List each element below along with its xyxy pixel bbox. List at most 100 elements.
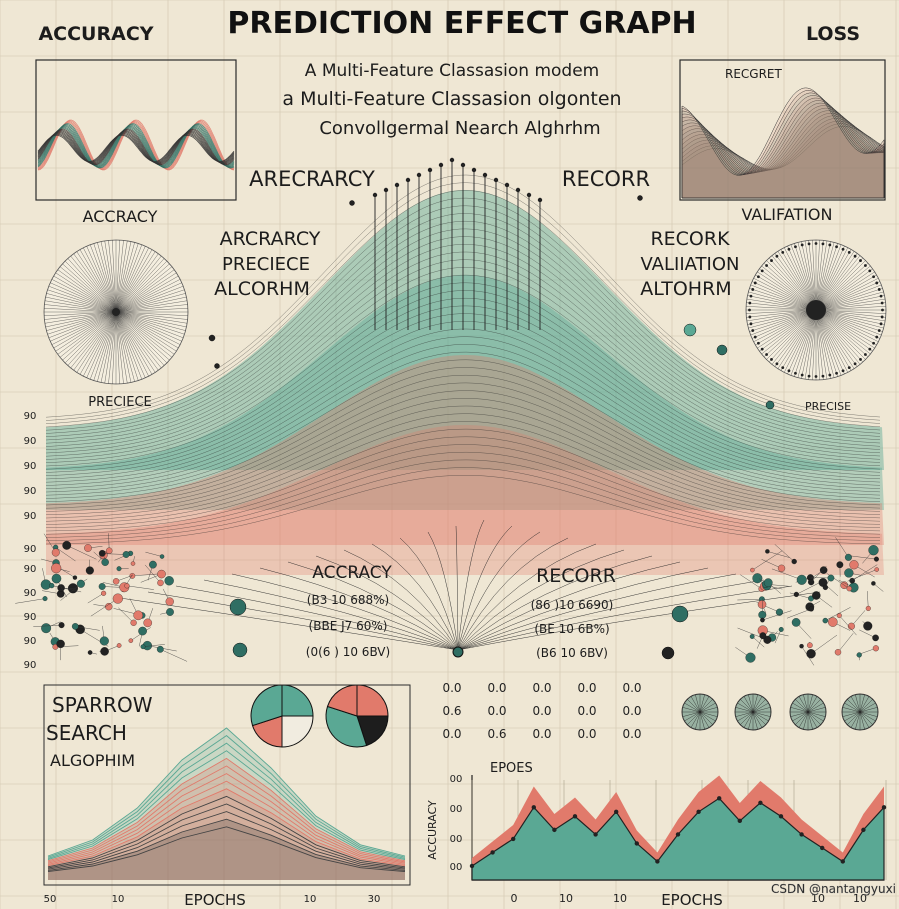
burst-ray bbox=[757, 309, 817, 349]
scatter-dot bbox=[99, 636, 109, 646]
burst-dot bbox=[781, 366, 785, 369]
mini-ray bbox=[842, 711, 861, 717]
table-cell: 0.0 bbox=[532, 704, 551, 718]
burst-dot bbox=[880, 315, 884, 319]
loose-dot bbox=[661, 646, 675, 660]
scatter-link bbox=[810, 565, 827, 583]
burst-ray bbox=[815, 309, 820, 380]
burst-ray bbox=[777, 251, 817, 311]
burst-ray bbox=[815, 274, 877, 311]
x-tick-label: 10 bbox=[304, 894, 317, 905]
scatter-dot bbox=[819, 566, 828, 574]
scatter-dot bbox=[128, 638, 134, 643]
mini-ray bbox=[752, 702, 769, 713]
burst-dot bbox=[765, 353, 768, 356]
scatter-dot bbox=[847, 622, 855, 630]
burst-ray bbox=[48, 286, 117, 313]
burst-ray bbox=[755, 274, 817, 311]
burst-ray bbox=[815, 309, 884, 329]
y-tick-label: 90 bbox=[24, 411, 37, 422]
burst-dot bbox=[821, 242, 825, 246]
burst-ray bbox=[748, 309, 817, 329]
br-point bbox=[469, 863, 475, 869]
burst-ray bbox=[50, 311, 117, 342]
burst-dot bbox=[835, 245, 838, 249]
mini-ray bbox=[695, 694, 701, 713]
loose-dot bbox=[683, 323, 697, 337]
burst-dot bbox=[757, 275, 760, 279]
mini-ray bbox=[748, 694, 754, 713]
mini-ray bbox=[790, 711, 809, 717]
x-tick-label: 10 bbox=[112, 894, 125, 905]
burst-ray bbox=[83, 311, 117, 377]
converge-line bbox=[343, 549, 459, 651]
burst-dot bbox=[835, 371, 838, 375]
burst-ray bbox=[763, 263, 817, 311]
br-point bbox=[778, 814, 784, 819]
loose-dot bbox=[349, 200, 355, 206]
mini-ray bbox=[859, 711, 876, 722]
burst-ray bbox=[815, 260, 866, 311]
burst-ray bbox=[115, 251, 156, 313]
wave-line bbox=[37, 122, 235, 169]
burst-ray bbox=[815, 309, 873, 352]
left-header-label: ACCURACY bbox=[38, 23, 153, 45]
scatter-link bbox=[142, 644, 165, 647]
burst-ray bbox=[45, 296, 117, 313]
burst-ray bbox=[62, 263, 117, 313]
br-point bbox=[840, 859, 845, 864]
burst-dot bbox=[880, 301, 884, 305]
burst-dot bbox=[853, 254, 857, 258]
burst-ray bbox=[44, 300, 117, 313]
table-cell: 0.0 bbox=[577, 727, 596, 741]
pie-slice bbox=[325, 705, 368, 748]
x-tick-label: 50 bbox=[44, 894, 57, 905]
burst-ray bbox=[750, 309, 817, 336]
wave-line bbox=[37, 133, 235, 163]
scatter-dot bbox=[849, 560, 859, 570]
burst-ray bbox=[115, 289, 185, 313]
mini-ray bbox=[695, 711, 701, 730]
burst-ray bbox=[815, 309, 835, 378]
wave-line bbox=[37, 133, 235, 163]
stem-dot bbox=[460, 162, 466, 168]
bl-line bbox=[47, 780, 406, 865]
burst-ray bbox=[750, 284, 817, 311]
burst-ray bbox=[115, 311, 139, 381]
bell-band bbox=[46, 425, 884, 575]
burst-ray bbox=[815, 268, 873, 311]
bell-line bbox=[45, 413, 881, 519]
scatter-dot bbox=[157, 579, 164, 587]
right-header-label: LOSS bbox=[806, 23, 860, 45]
burst-ray bbox=[804, 240, 817, 311]
loose-dot bbox=[716, 344, 728, 356]
scatter-link bbox=[87, 593, 104, 604]
mini-ray bbox=[682, 707, 701, 713]
burst-dot bbox=[748, 315, 752, 319]
bell-line bbox=[45, 351, 881, 493]
converge-line bbox=[231, 573, 459, 651]
br-area-main bbox=[471, 797, 885, 881]
wave-line bbox=[37, 131, 235, 164]
burst-ray bbox=[808, 309, 817, 380]
mini-ray bbox=[807, 711, 821, 725]
scatter-dot bbox=[799, 644, 804, 649]
y-tick-label: 00 bbox=[450, 774, 463, 785]
mini-ray bbox=[807, 711, 818, 728]
converge-line bbox=[457, 567, 709, 651]
burst-ray bbox=[747, 309, 817, 325]
scatter-dot bbox=[777, 564, 786, 572]
burst-dot bbox=[751, 288, 755, 291]
stem-dot bbox=[515, 187, 521, 193]
burst-ray bbox=[44, 311, 117, 320]
br-point bbox=[737, 818, 742, 824]
pie-slice bbox=[281, 684, 314, 717]
converge-line bbox=[457, 531, 541, 651]
y-tick-label: 90 bbox=[24, 461, 37, 472]
burst-ray bbox=[115, 308, 188, 313]
table-cell: 0.0 bbox=[622, 681, 641, 695]
burst-ray bbox=[57, 311, 117, 355]
burst-ray bbox=[55, 272, 117, 313]
scatter-dot bbox=[863, 621, 873, 631]
